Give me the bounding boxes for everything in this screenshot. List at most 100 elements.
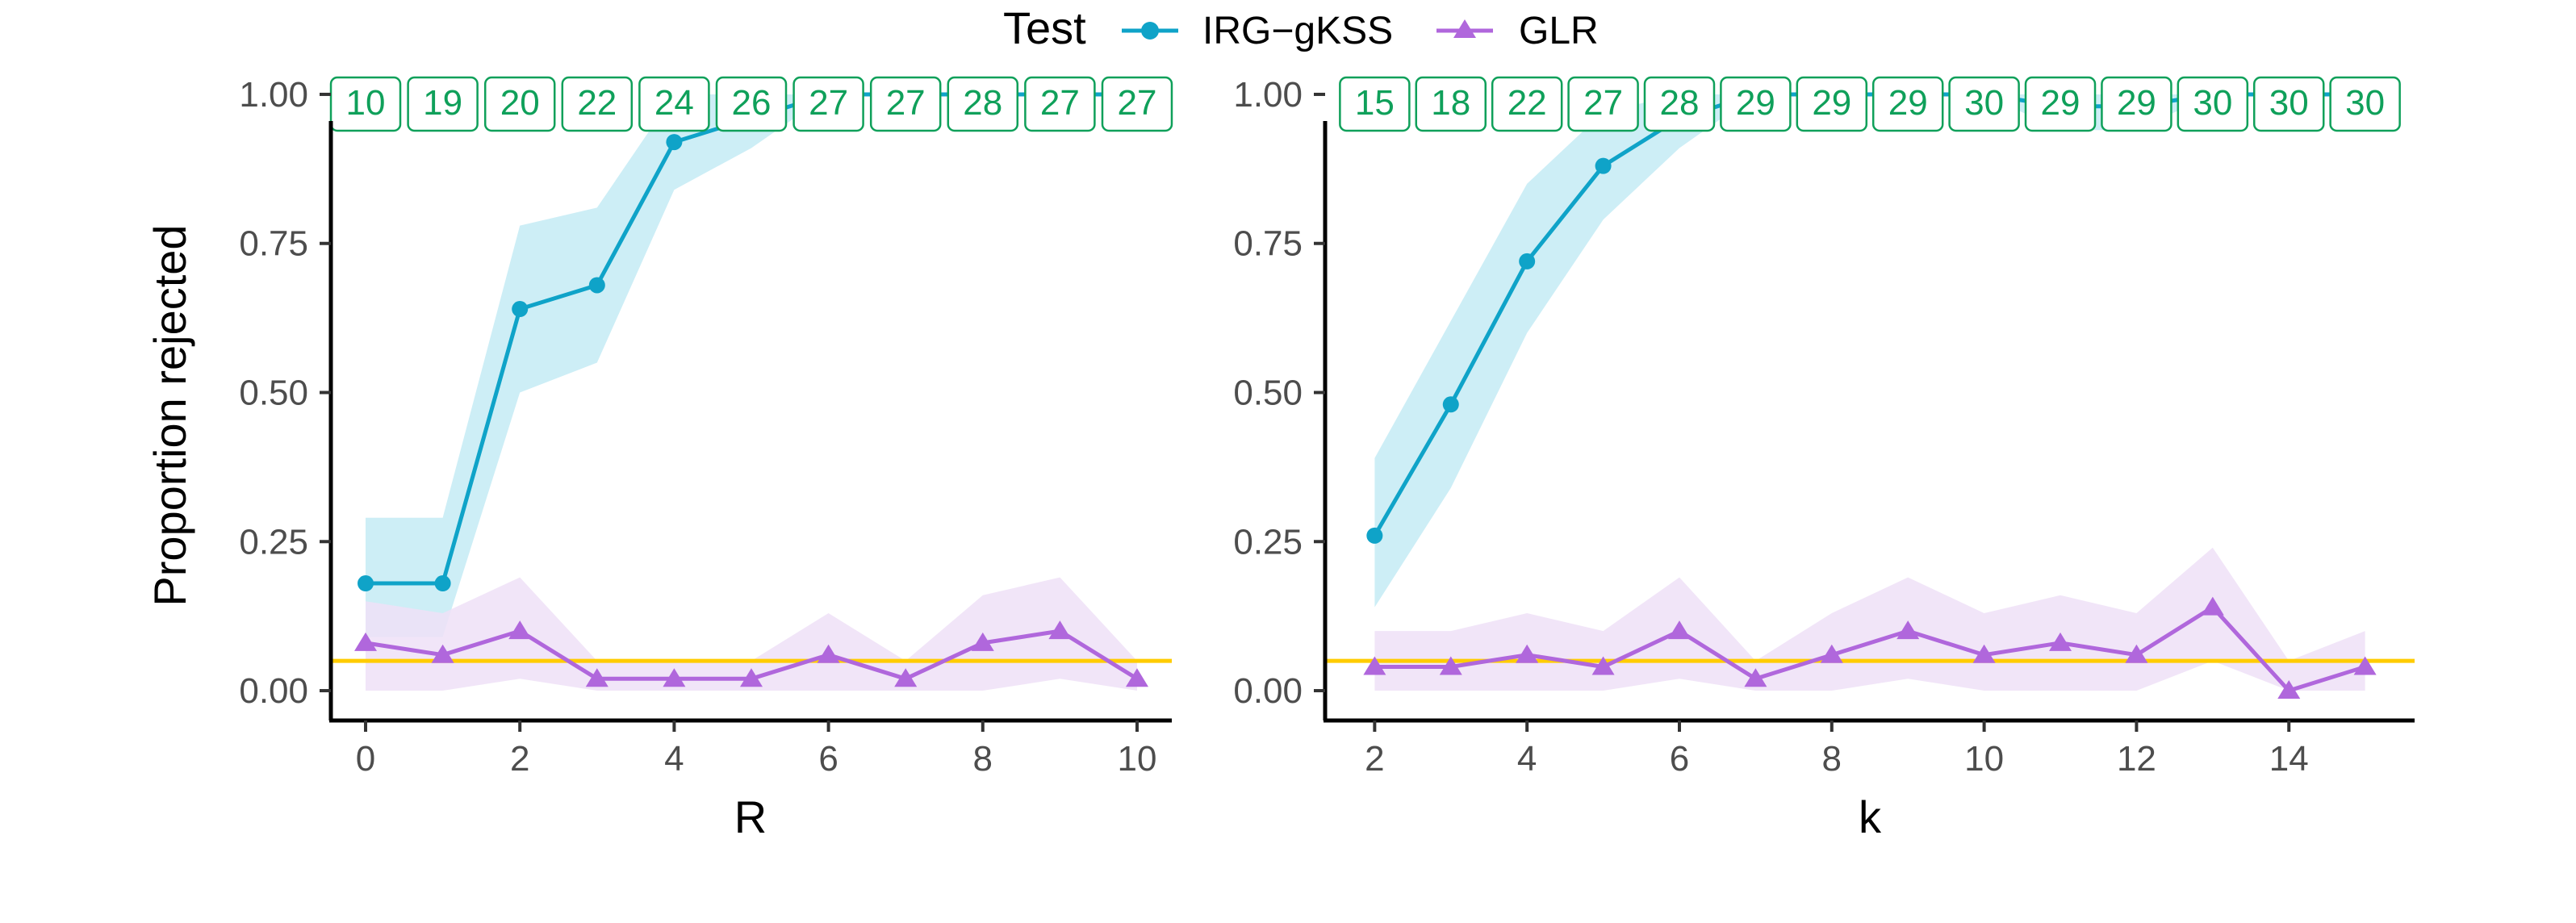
x-tick-label: 10 [1964, 739, 2004, 779]
count-box [1567, 76, 1639, 132]
y-tick-label: 0.50 [239, 374, 308, 413]
count-value: 29 [1812, 83, 1851, 123]
x-axis-title: R [734, 791, 767, 842]
point-glr [354, 632, 378, 651]
count-label: 29 [1720, 76, 1792, 132]
point-irg-gkss [1595, 157, 1612, 174]
point-glr [2201, 596, 2224, 616]
count-box [1643, 76, 1716, 132]
point-glr [894, 668, 918, 687]
count-label: 30 [1948, 76, 2020, 132]
legend-label-irg-gkss: IRG−gKSS [1202, 10, 1393, 52]
point-irg-gkss [588, 277, 605, 294]
count-label: 19 [407, 76, 479, 132]
y-tick-label: 0.00 [1233, 671, 1303, 711]
count-value: 29 [1888, 83, 1928, 123]
legend-key-glr-marker [1453, 19, 1476, 38]
count-label: 29 [1796, 76, 1868, 132]
count-label: 27 [1024, 76, 1096, 132]
y-tick-label: 1.00 [1233, 75, 1303, 115]
x-tick-label: 6 [818, 739, 838, 779]
count-value: 15 [1355, 83, 1395, 123]
x-tick-label: 0 [356, 739, 375, 779]
point-glr [1591, 656, 1615, 675]
count-box [792, 76, 864, 132]
point-glr [971, 632, 994, 651]
count-label: 27 [1567, 76, 1639, 132]
count-label: 22 [1491, 76, 1563, 132]
panel-k: 15 18 22 27 28 29 29 29 30 29 29 30 30 30 0.000.250.5… [1233, 75, 2415, 842]
count-box [483, 76, 556, 132]
point-glr [1972, 644, 1996, 663]
count-value: 27 [809, 83, 848, 123]
x-tick-label: 8 [1822, 739, 1842, 779]
legend-item-glr: GLR [1436, 10, 1599, 52]
count-box [2177, 76, 2249, 132]
count-value: 22 [577, 83, 617, 123]
point-glr [2353, 656, 2377, 675]
count-box [1339, 76, 1411, 132]
legend-title: Test [1003, 2, 1086, 53]
panel-r: 10 19 20 22 24 26 27 27 28 27 27 0.000.250.500.751… [144, 75, 1173, 842]
band-glr [1374, 547, 2365, 691]
point-irg-gkss [666, 134, 683, 151]
point-irg-gkss [1519, 253, 1536, 269]
count-label: 26 [715, 76, 788, 132]
point-glr [1363, 656, 1386, 675]
axes: 0.000.250.500.751.000 2 4 6 8 10 [239, 75, 1172, 779]
x-tick-label: 8 [973, 739, 993, 779]
count-label: 27 [869, 76, 942, 132]
point-glr [1439, 656, 1462, 675]
count-box [2024, 76, 2097, 132]
x-axis-title: k [1859, 791, 1882, 842]
count-box [1415, 76, 1487, 132]
y-tick-label: 0.25 [1233, 522, 1303, 562]
x-tick-label: 4 [1517, 739, 1537, 779]
point-glr [740, 668, 763, 687]
count-label: 29 [2024, 76, 2097, 132]
count-label: 24 [638, 76, 710, 132]
count-value: 29 [2041, 83, 2080, 123]
legend-key-irg-gkss-marker [1141, 22, 1159, 40]
y-tick-label: 0.00 [239, 671, 308, 711]
count-label: 18 [1415, 76, 1487, 132]
count-label: 27 [1101, 76, 1173, 132]
count-label: 27 [792, 76, 864, 132]
count-value: 18 [1431, 83, 1470, 123]
y-tick-label: 1.00 [239, 75, 308, 115]
count-value: 29 [1736, 83, 1775, 123]
point-glr [2277, 680, 2301, 700]
point-glr [431, 644, 454, 663]
x-tick-label: 12 [2117, 739, 2156, 779]
count-box [561, 76, 634, 132]
count-value: 28 [963, 83, 1002, 123]
count-value: 27 [1118, 83, 1157, 123]
count-label: 30 [2177, 76, 2249, 132]
point-glr [508, 620, 532, 640]
count-label: 28 [947, 76, 1019, 132]
count-value: 30 [2193, 83, 2232, 123]
count-label: 30 [2252, 76, 2325, 132]
count-box [329, 76, 402, 132]
x-tick-label: 14 [2269, 739, 2309, 779]
count-value: 24 [654, 83, 694, 123]
confidence-bands [1374, 94, 2365, 691]
count-value: 19 [423, 83, 462, 123]
count-box [2252, 76, 2325, 132]
count-value: 30 [2345, 83, 2385, 123]
count-value: 10 [346, 83, 386, 123]
count-value: 30 [1964, 83, 2004, 123]
count-label: 20 [483, 76, 556, 132]
point-glr [1516, 644, 1539, 663]
x-tick-label: 2 [510, 739, 529, 779]
count-label: 29 [2101, 76, 2172, 132]
count-box [1871, 76, 1944, 132]
count-label: 28 [1643, 76, 1716, 132]
point-glr [585, 668, 608, 687]
count-box [407, 76, 479, 132]
point-glr [817, 644, 840, 663]
point-glr [2049, 632, 2072, 651]
point-glr [1896, 620, 1920, 640]
count-label: 22 [561, 76, 634, 132]
